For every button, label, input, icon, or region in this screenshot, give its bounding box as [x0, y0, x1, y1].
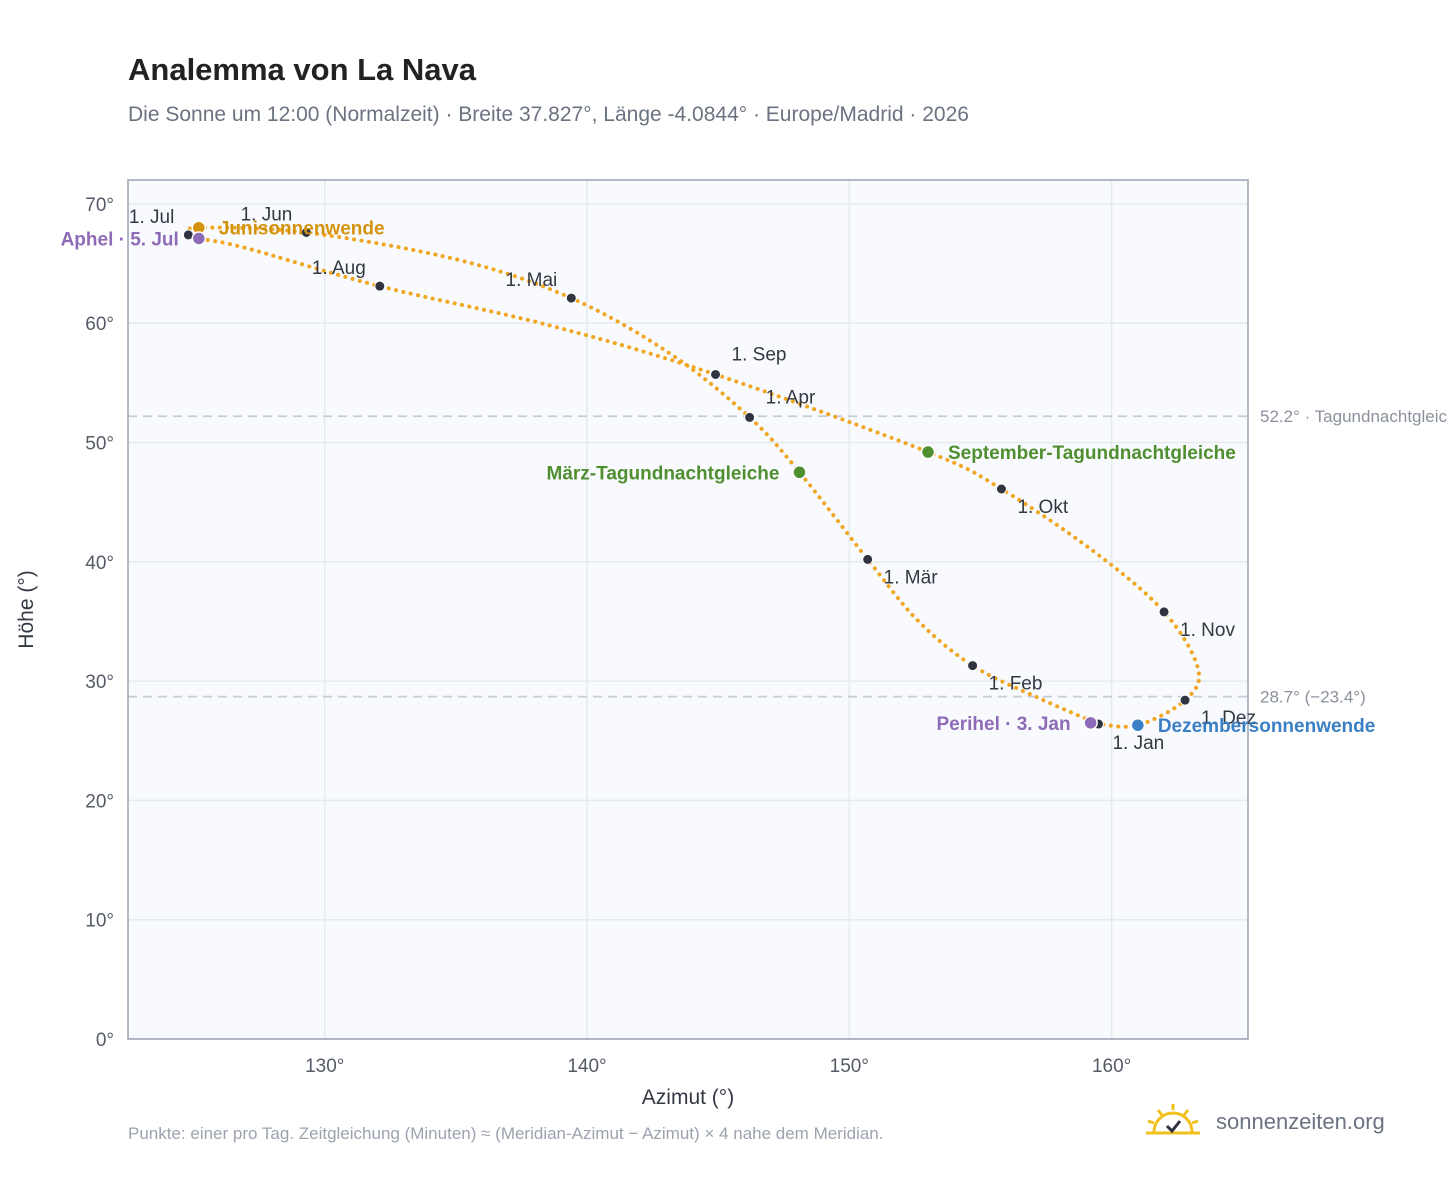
reference-lines: 52.2° · Tagundnachtgleiche 28.7° (−23.4°) [128, 407, 1448, 707]
y-tick-label: 0° [96, 1030, 114, 1051]
month-label: 1. Jan [1112, 733, 1164, 754]
event-label: Perihel · 3. Jan [936, 714, 1070, 735]
month-label: 1. Aug [312, 258, 366, 279]
x-tick-label: 130° [305, 1056, 344, 1077]
sun-check-icon [1146, 1104, 1200, 1135]
grid [128, 180, 1248, 1040]
event-label: September-Tagundnachtgleiche [948, 443, 1236, 464]
analemma-curve [184, 225, 1202, 729]
month-label: 1. Apr [766, 387, 816, 408]
plot-border [127, 179, 1249, 1040]
month-label: 1. Sep [732, 344, 787, 365]
y-tick-label: 30° [85, 672, 114, 693]
month-marker [995, 483, 1007, 495]
analemma-daily-points [184, 225, 1202, 729]
event-marker [191, 231, 207, 246]
x-axis: 130° 140° 150° 160° [305, 1056, 1131, 1077]
month-label: 1. Feb [989, 674, 1043, 695]
brand-name: sonnenzeiten.org [1216, 1109, 1385, 1134]
x-tick-label: 150° [830, 1056, 869, 1077]
chart-subtitle: Die Sonne um 12:00 (Normalzeit) · Breite… [128, 103, 969, 126]
month-markers: 1. Jan 1. Feb 1. Mär 1. Apr 1. Mai 1. Jun 1. J… [129, 204, 1256, 754]
month-marker [1179, 694, 1191, 706]
event-markers: Junisonnenwende Dezembersonnenwende März-T… [61, 219, 1376, 738]
event-marker [1083, 715, 1098, 731]
month-marker [1158, 606, 1170, 618]
event-marker [792, 465, 807, 480]
month-marker [710, 368, 722, 380]
month-label: 1. Mär [884, 567, 939, 588]
y-tick-label: 10° [85, 911, 114, 932]
x-axis-label: Azimut (°) [642, 1086, 734, 1109]
month-marker [565, 292, 577, 304]
footnote: Punkte: einer pro Tag. Zeitgleichung (Mi… [128, 1124, 884, 1143]
month-label: 1. Jun [241, 204, 293, 225]
y-tick-label: 40° [85, 553, 114, 574]
y-tick-label: 50° [85, 433, 114, 454]
y-axis: 0° 10° 20° 30° 40° 50° 60° 70° [85, 195, 114, 1051]
month-label: 1. Dez [1201, 708, 1256, 729]
event-marker [1130, 717, 1146, 733]
month-label: 1. Nov [1180, 620, 1235, 641]
event-marker [920, 444, 936, 460]
y-tick-label: 20° [85, 791, 114, 812]
month-label: 1. Okt [1017, 497, 1068, 518]
event-label: Dezembersonnenwende [1158, 716, 1376, 737]
x-tick-label: 140° [567, 1056, 606, 1077]
event-label: Junisonnenwende [219, 219, 385, 240]
y-tick-label: 70° [85, 195, 114, 216]
event-label: März-Tagundnachtgleiche [547, 463, 780, 484]
month-marker [300, 226, 312, 238]
reference-line-label: 52.2° · Tagundnachtgleiche [1260, 407, 1448, 426]
month-marker [744, 411, 756, 423]
x-tick-label: 160° [1092, 1056, 1131, 1077]
plot-area [128, 180, 1248, 1039]
y-axis-label: Höhe (°) [15, 570, 38, 648]
event-label: Aphel · 5. Jul [61, 229, 179, 250]
brand[interactable]: sonnenzeiten.org [1146, 1102, 1385, 1142]
reference-line-label: 28.7° (−23.4°) [1260, 688, 1366, 707]
y-tick-label: 60° [85, 314, 114, 335]
month-marker [862, 553, 874, 565]
month-label: 1. Jul [129, 207, 174, 228]
month-marker [374, 280, 386, 292]
month-marker [967, 660, 979, 672]
month-label: 1. Mai [506, 270, 558, 291]
chart-title: Analemma von La Nava [128, 52, 477, 87]
